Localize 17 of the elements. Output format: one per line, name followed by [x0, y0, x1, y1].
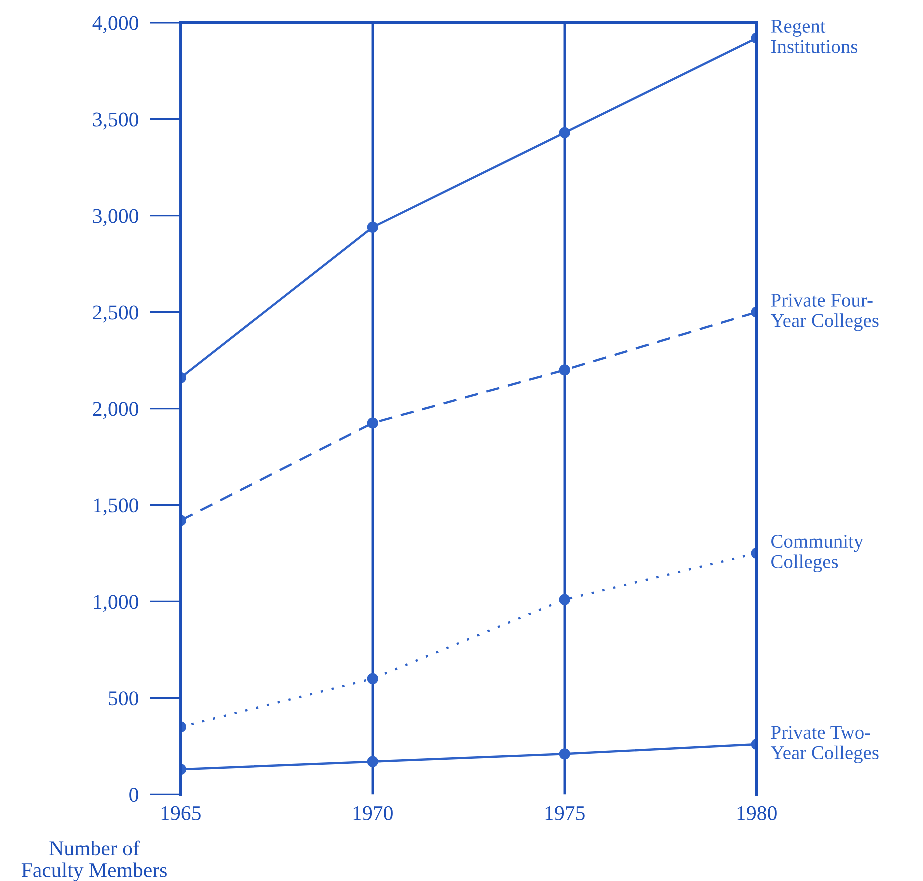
x-tick-label: 1980	[738, 806, 777, 820]
y-tick-label: 1,500	[94, 498, 138, 516]
y-tick-label: 4,000	[92, 16, 138, 34]
y-tick-label: 3,500	[93, 112, 138, 130]
x-tick-label: 1975	[546, 806, 585, 820]
series-label: Regent Institutions	[771, 20, 858, 54]
y-tick-label: 2,000	[93, 402, 138, 420]
y-tick-label: 2,500	[93, 306, 138, 323]
series-label: Private Four- Year Colleges	[770, 294, 879, 332]
y-tick-label: 3,000	[93, 209, 138, 226]
x-tick-label: 1965	[162, 806, 201, 820]
y-tick-label: 0	[130, 788, 138, 802]
series-label: Community Colleges	[772, 535, 864, 572]
x-tick-label: 1970	[354, 806, 393, 820]
y-tick-label: 1,000	[94, 595, 138, 612]
series-label: Private Two- Year Colleges	[770, 726, 879, 764]
y-tick-label: 500	[109, 692, 138, 706]
